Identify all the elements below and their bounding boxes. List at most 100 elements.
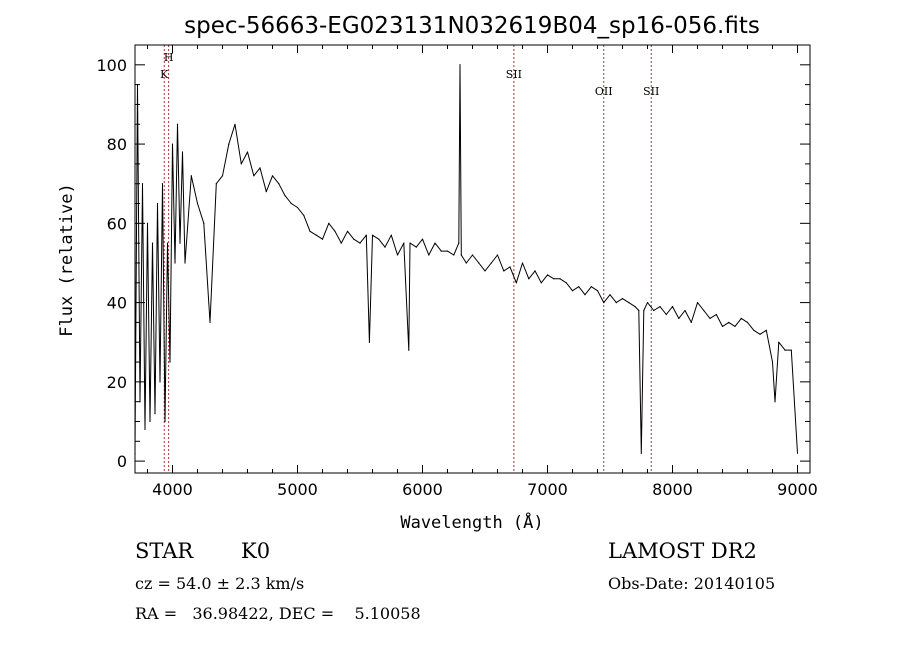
spectrum-point	[684, 309, 686, 312]
spectrum-point	[396, 254, 399, 256]
spectrum-point	[371, 234, 374, 236]
spectrum-point	[643, 309, 645, 312]
spectrum-point	[141, 183, 144, 185]
spectrum-point	[496, 254, 499, 256]
spectrum-point	[151, 242, 154, 244]
spectrum-point	[403, 242, 405, 244]
y-tick-label: 40	[107, 294, 127, 313]
spectrum-point	[734, 325, 736, 327]
spectrum-point	[296, 206, 299, 209]
spectrum-point	[638, 309, 640, 312]
spectrum-point	[774, 401, 776, 403]
spectrum-point	[796, 452, 799, 454]
object-class: STAR	[135, 539, 194, 563]
spectrum-point	[565, 282, 567, 284]
x-tick-label: 9000	[777, 480, 818, 499]
spectrum-point	[278, 183, 280, 185]
spectrum-point	[353, 238, 355, 240]
spectrum-point	[303, 214, 305, 216]
spectrum-point	[149, 420, 151, 423]
spectral-line-label: OII	[595, 85, 613, 98]
spectrum-point	[259, 167, 261, 169]
spectrum-point	[784, 349, 786, 351]
spectrum-point	[346, 230, 349, 232]
spectrum-point	[181, 151, 184, 153]
spectrum-point	[159, 381, 161, 383]
spectrum-point	[434, 242, 436, 244]
spectral-line-label: K	[160, 68, 169, 81]
spectrum-point	[715, 313, 717, 316]
spectrum-point	[571, 290, 574, 292]
spectrum-point	[171, 143, 174, 145]
spectrum-point	[578, 286, 580, 288]
spectrum-point	[465, 262, 467, 264]
spectrum-point	[771, 361, 774, 363]
spectrum-point	[284, 195, 286, 197]
spectrum-point	[653, 309, 655, 312]
spectral-line-labels: HK SII OII SII	[160, 51, 659, 98]
spectrum-line	[134, 64, 798, 454]
spectrum-point	[240, 163, 242, 165]
spectrum-point	[690, 321, 692, 323]
spectrum-point	[421, 238, 424, 240]
spectrum-point	[290, 202, 292, 205]
spectrum-point	[146, 222, 149, 224]
y-tick-label: 80	[107, 135, 127, 154]
spectrum-point	[471, 254, 474, 256]
spectrum-point	[609, 294, 611, 296]
spectrum-point	[384, 246, 386, 248]
y-tick-label: 60	[107, 214, 127, 233]
spectrum-point	[453, 254, 455, 256]
spectrum-point	[515, 282, 517, 284]
x-axis-label: Wavelength (Å)	[400, 511, 543, 533]
spectrum-point	[378, 238, 380, 240]
spectrum-point	[678, 317, 680, 319]
x-tick-label: 8000	[652, 480, 693, 499]
spectrum-point	[765, 329, 767, 331]
spectrum-point	[221, 175, 224, 177]
spectrum-point	[446, 250, 449, 252]
spectral-type: K0	[241, 539, 270, 563]
spectral-line-label: H	[164, 51, 174, 64]
spectrum-point	[190, 175, 192, 177]
spectrum-point	[603, 302, 605, 304]
spectrum-point	[753, 329, 755, 331]
spectrum-point	[709, 317, 711, 319]
spectrum-point	[166, 242, 169, 244]
spectrum-point	[665, 313, 667, 316]
spectrum-point	[334, 230, 336, 232]
y-axis-label: Flux (relative)	[57, 183, 77, 337]
spectral-line-label: SII	[643, 85, 659, 98]
spectrum-point	[521, 262, 524, 264]
spectrum-point	[460, 254, 462, 256]
spectrum-point	[590, 286, 592, 288]
spectrum-point	[615, 302, 617, 304]
spectrum-point	[559, 278, 561, 280]
spectrum-point	[215, 183, 217, 185]
spectrum-point	[390, 234, 392, 236]
spectrum-point	[228, 143, 230, 145]
spectrum-point	[315, 234, 317, 236]
spectrum-point	[234, 123, 236, 125]
spectrum-point	[596, 290, 599, 292]
spectrum-point	[265, 191, 267, 193]
spectrum-point	[253, 175, 255, 177]
spectrum-point	[721, 325, 724, 327]
spectrum-point	[184, 262, 186, 264]
spectrum-point	[309, 230, 311, 232]
spectrum-point	[169, 361, 171, 363]
plot-frame	[134, 44, 811, 474]
spectrum-point	[746, 321, 749, 323]
spectrum-point	[621, 298, 624, 300]
spectrum-point	[528, 278, 530, 280]
spectrum-point	[196, 202, 199, 205]
redshift-velocity: cz = 54.0 ± 2.3 km/s	[135, 574, 304, 593]
spectrum-point	[409, 242, 411, 244]
spectrum-point	[340, 242, 342, 244]
spectrum-point	[161, 183, 164, 185]
spectrum-point	[703, 309, 705, 312]
y-tick-label: 20	[107, 373, 127, 392]
spectrum-point	[696, 302, 699, 304]
survey-name: LAMOST DR2	[608, 539, 757, 563]
